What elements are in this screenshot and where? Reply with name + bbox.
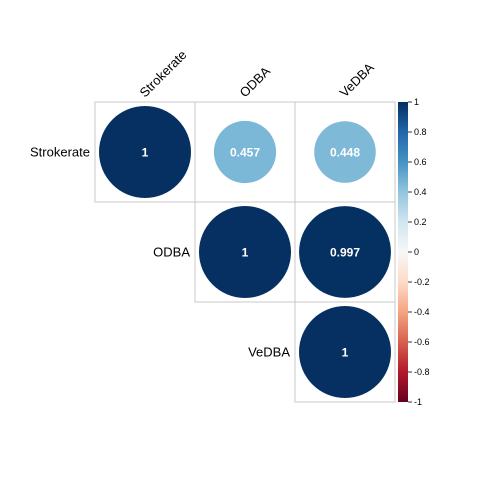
col-label-Strokerate: Strokerate xyxy=(137,47,190,100)
corr-circle-ODBA-ODBA xyxy=(199,206,291,298)
col-label-VeDBA: VeDBA xyxy=(337,60,377,100)
row-label-ODBA: ODBA xyxy=(153,245,190,260)
colorbar-tick-label: 0.6 xyxy=(414,157,427,167)
colorbar-tick-label: 0.4 xyxy=(414,187,427,197)
corr-value-ODBA-ODBA: 1 xyxy=(242,246,249,260)
corr-circle-Strokerate-ODBA xyxy=(213,120,277,184)
colorbar-tick-label: 1 xyxy=(414,97,419,107)
row-label-VeDBA: VeDBA xyxy=(248,345,290,360)
corr-value-VeDBA-VeDBA: 1 xyxy=(342,346,349,360)
col-label-ODBA: ODBA xyxy=(237,63,274,100)
colorbar-tick-label: -1 xyxy=(414,397,422,407)
corr-circle-Strokerate-VeDBA xyxy=(314,121,376,183)
colorbar-tick-label: 0.2 xyxy=(414,217,427,227)
grid-cell-VeDBA-VeDBA xyxy=(294,301,396,403)
corr-circle-Strokerate-Strokerate xyxy=(99,106,191,198)
colorbar-tick-label: -0.4 xyxy=(414,307,430,317)
colorbar-tick-label: -0.6 xyxy=(414,337,430,347)
corr-value-ODBA-VeDBA: 0.997 xyxy=(330,246,360,260)
colorbar-tick-label: -0.2 xyxy=(414,277,430,287)
corr-value-Strokerate-ODBA: 0.457 xyxy=(230,146,260,160)
corr-value-Strokerate-Strokerate: 1 xyxy=(142,146,149,160)
colorbar-tick-label: 0 xyxy=(414,247,419,257)
colorbar-tick-label: -0.8 xyxy=(414,367,430,377)
corr-circle-ODBA-VeDBA xyxy=(299,206,391,298)
corr-circle-VeDBA-VeDBA xyxy=(299,306,391,398)
row-label-Strokerate: Strokerate xyxy=(30,145,90,160)
corr-value-Strokerate-VeDBA: 0.448 xyxy=(330,146,360,160)
colorbar-tick-label: 0.8 xyxy=(414,127,427,137)
colorbar xyxy=(398,102,408,402)
